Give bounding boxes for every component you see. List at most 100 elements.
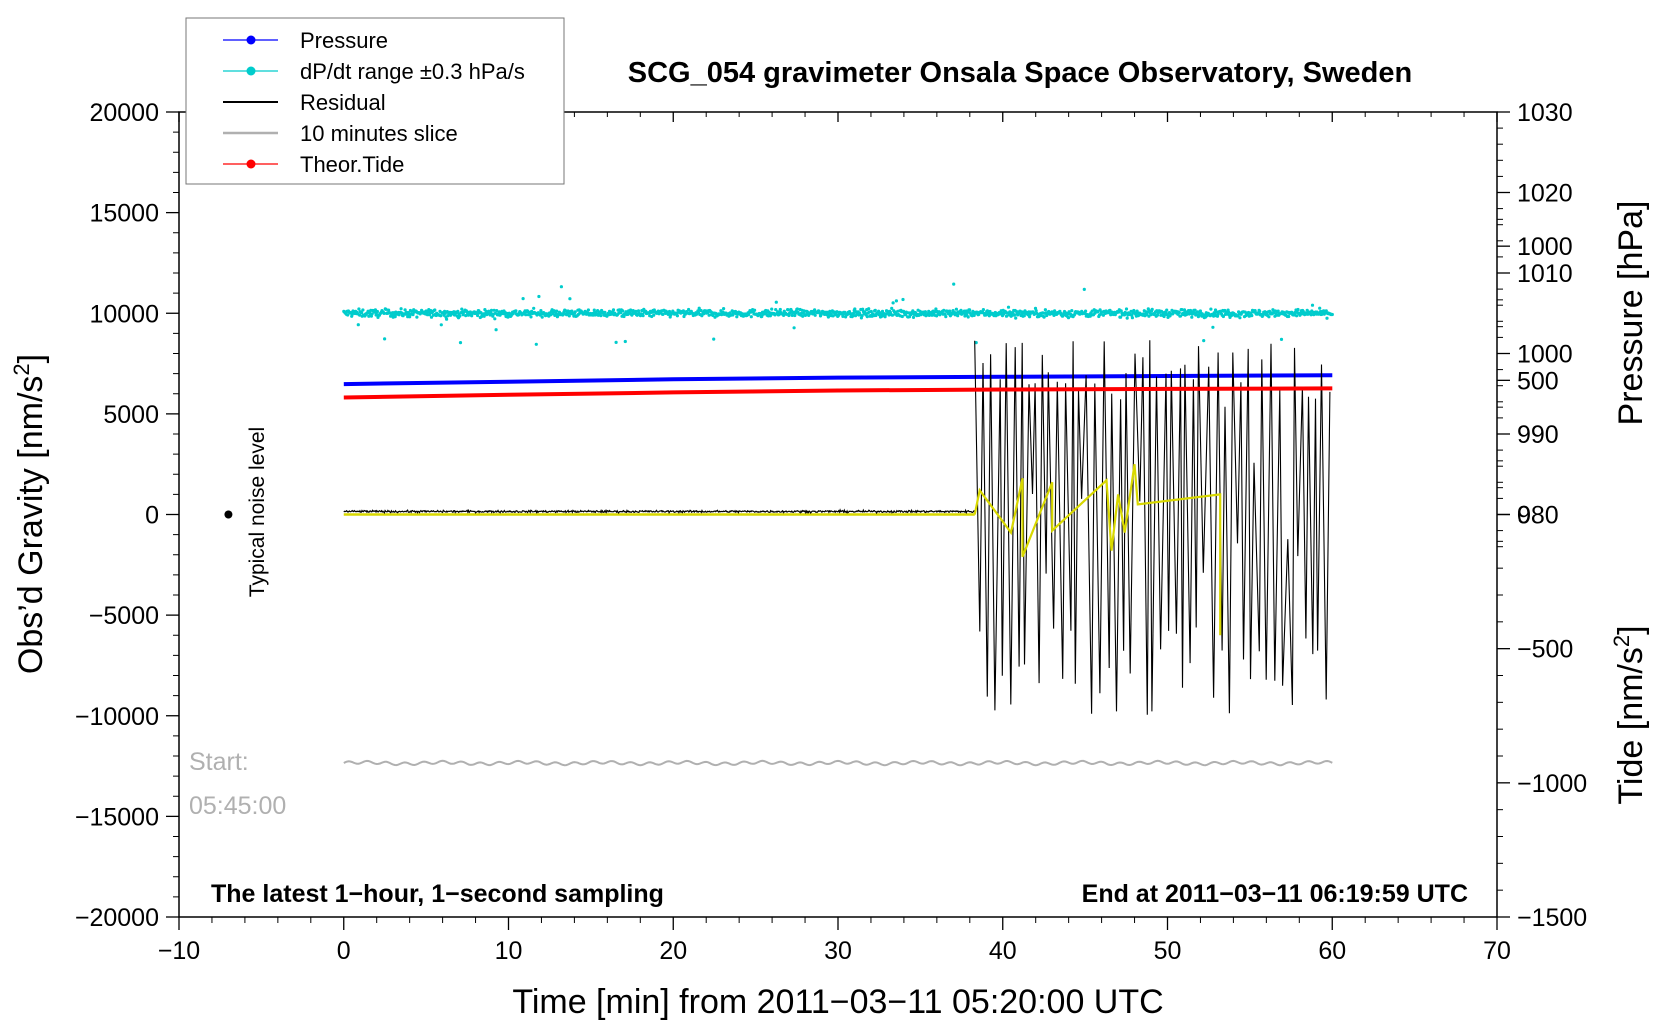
dpdt-point [687, 307, 691, 312]
dpdt-point [1124, 307, 1129, 311]
dpdt-point [883, 315, 887, 319]
dpdt-point [860, 314, 864, 318]
dpdt-point [476, 313, 480, 318]
dpdt-point [561, 312, 565, 316]
dpdt-point [563, 308, 567, 313]
dpdt-point [1012, 313, 1017, 317]
dpdt-point [357, 307, 361, 311]
dpdt-point [408, 315, 412, 319]
dpdt-point [1070, 309, 1074, 313]
dpdt-point [384, 307, 388, 311]
footer-left-label: The latest 1−hour, 1−second sampling [211, 880, 664, 908]
y-axis-title-left: Obs’d Gravity [nm/s2] [9, 354, 50, 674]
left-tick-label: 20000 [89, 99, 159, 127]
dpdt-point [712, 337, 716, 341]
dpdt-point [399, 307, 403, 311]
dpdt-point [1193, 308, 1197, 312]
dpdt-point [458, 341, 463, 345]
series-dpdt [342, 282, 1334, 346]
dpdt-point [524, 313, 528, 317]
legend-label-slice: 10 minutes slice [300, 121, 458, 146]
dpdt-point [1296, 307, 1300, 312]
series-residual-quiet [343, 508, 976, 515]
dpdt-point [873, 308, 877, 312]
x-tick-label: 40 [989, 937, 1017, 965]
left-tick-label: −5000 [89, 602, 159, 630]
dpdt-point [1227, 310, 1231, 314]
dpdt-point [1179, 314, 1183, 318]
legend-item-pressure: Pressure [223, 28, 388, 53]
dpdt-point [532, 306, 536, 310]
dpdt-point [749, 315, 753, 319]
dpdt-point [367, 314, 371, 318]
dpdt-point [952, 282, 956, 286]
legend-label-residual: Residual [300, 90, 386, 115]
pressure-tick-label: 1020 [1517, 180, 1573, 208]
dpdt-point [1258, 309, 1262, 313]
pressure-tick-label: 1000 [1517, 341, 1573, 369]
dpdt-point [611, 308, 616, 312]
dpdt-point [1279, 337, 1284, 341]
dpdt-point [790, 313, 794, 317]
dpdt-point [489, 308, 494, 312]
dpdt-point [795, 307, 800, 311]
dpdt-point [1325, 316, 1329, 320]
dpdt-point [621, 309, 625, 313]
dpdt-point [891, 301, 895, 305]
dpdt-point [894, 299, 899, 303]
dpdt-point [923, 310, 928, 314]
right-axis: 9809901000101010201030−1500−1000−5000500… [1497, 99, 1587, 932]
dpdt-point [1006, 305, 1011, 309]
dpdt-point [493, 317, 497, 321]
dpdt-point [792, 326, 796, 330]
dpdt-point [1125, 316, 1129, 320]
dpdt-point [445, 317, 449, 321]
dpdt-point [1276, 309, 1280, 313]
dpdt-point [1211, 325, 1215, 329]
dpdt-point [439, 323, 443, 327]
dpdt-point [439, 314, 443, 318]
dpdt-point [636, 309, 641, 313]
dpdt-point [360, 311, 364, 315]
pressure-tick-label: 990 [1517, 421, 1559, 449]
x-axis: −10 0 10 20 30 40 50 60 70 [158, 112, 1511, 965]
dpdt-point [813, 313, 817, 317]
dpdt-point [403, 308, 407, 312]
left-tick-label: −10000 [75, 703, 159, 731]
pressure-tick-label: 980 [1517, 502, 1559, 530]
dpdt-point [521, 297, 525, 301]
dpdt-point [460, 307, 464, 311]
tide-tick-label: −1000 [1517, 770, 1587, 798]
dpdt-point [1132, 308, 1136, 313]
legend: Pressure dP/dt range ±0.3 hPa/s Residual… [185, 17, 565, 185]
dpdt-point [1155, 313, 1160, 317]
dpdt-point [494, 328, 498, 332]
series-theor-tide [343, 386, 1333, 400]
dpdt-point [1194, 313, 1198, 317]
dpdt-point [614, 340, 618, 344]
dpdt-point [675, 314, 680, 318]
dpdt-point [702, 312, 706, 316]
dpdt-point [596, 309, 600, 313]
x-axis-title: Time [min] from 2011−03−11 05:20:00 UTC [512, 983, 1163, 1020]
dpdt-point [777, 313, 781, 317]
footer-right-label: End at 2011−03−11 06:19:59 UTC [1082, 880, 1468, 908]
dpdt-point [433, 308, 437, 312]
tide-tick-label: −500 [1517, 636, 1573, 664]
dpdt-point [774, 308, 778, 312]
left-tick-label: −20000 [75, 904, 159, 932]
dpdt-point [592, 308, 596, 312]
x-tick-label: −10 [158, 937, 200, 965]
dpdt-point [1119, 315, 1123, 319]
tide-tick-label: 1000 [1517, 233, 1573, 261]
dpdt-point [722, 307, 726, 311]
dpdt-point [778, 307, 782, 312]
left-tick-label: 0 [145, 502, 159, 530]
x-tick-label: 60 [1318, 937, 1346, 965]
dpdt-point [1150, 307, 1154, 311]
dpdt-point [540, 315, 544, 319]
dpdt-point [1202, 339, 1206, 343]
y-axis-title-tide: Tide [nm/s2] [1609, 625, 1650, 804]
dpdt-point [346, 313, 350, 317]
dpdt-point [464, 314, 468, 318]
